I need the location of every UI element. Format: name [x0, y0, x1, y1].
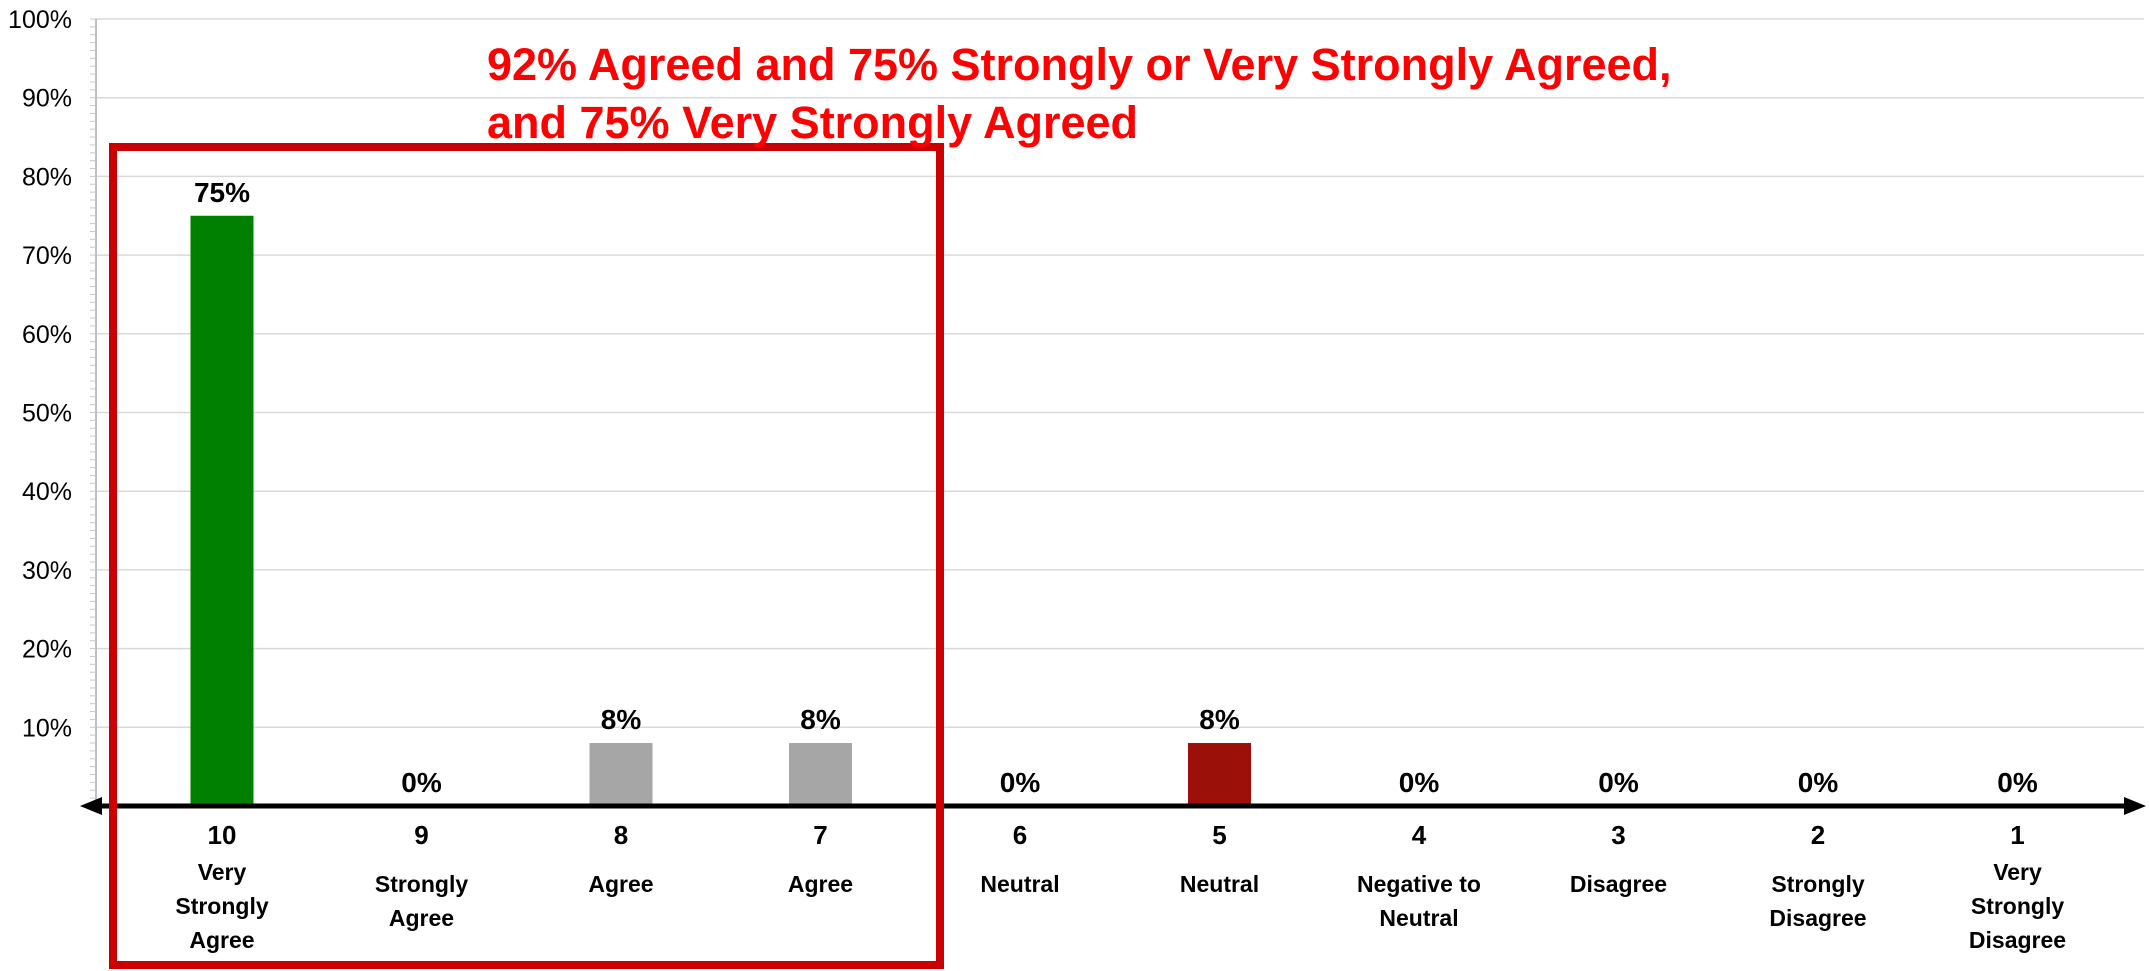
bar-7: [789, 743, 852, 806]
x-axis-arrow-left: [80, 797, 102, 815]
x-category-number-5: 5: [1212, 820, 1226, 850]
x-category-number-10: 10: [208, 820, 237, 850]
x-category-label-3: Disagree: [1570, 871, 1667, 897]
y-tick-label: 60%: [22, 321, 72, 349]
x-category-label-6: Neutral: [980, 871, 1059, 897]
bar-10: [190, 215, 254, 806]
bar-8: [589, 743, 653, 806]
x-category-label-1: Strongly: [1971, 893, 2064, 919]
x-category-number-7: 7: [813, 820, 827, 850]
bars: [190, 215, 1251, 806]
y-tick-label: 30%: [22, 557, 72, 585]
x-category-label-10: Very: [198, 859, 247, 885]
y-tick-label: 100%: [8, 6, 72, 34]
x-axis: [80, 797, 2146, 815]
data-label-9: 0%: [401, 767, 442, 798]
y-tick-label: 50%: [22, 400, 72, 428]
x-category-label-4: Negative to: [1357, 871, 1481, 897]
x-category-label-9: Agree: [389, 905, 454, 931]
gridlines: [96, 18, 2144, 729]
data-label-2: 0%: [1798, 767, 1839, 798]
bar-5: [1188, 743, 1251, 806]
data-label-6: 0%: [1000, 767, 1041, 798]
x-category-number-3: 3: [1611, 820, 1625, 850]
y-axis: 10% 20% 30% 40% 50% 60% 70% 80% 90% 100%: [8, 6, 97, 806]
data-label-3: 0%: [1598, 767, 1639, 798]
data-labels: 75% 0% 8% 8% 0% 8% 0% 0% 0% 0%: [194, 177, 2038, 798]
data-label-1: 0%: [1997, 767, 2038, 798]
x-category-label-2: Strongly: [1771, 871, 1864, 897]
headline-line-1: 92% Agreed and 75% Strongly or Very Stro…: [487, 39, 1672, 90]
y-tick-label: 10%: [22, 714, 72, 742]
x-category-label-8: Agree: [588, 871, 653, 897]
x-category-label-1: Very: [1993, 859, 2042, 885]
x-category-label-7: Agree: [788, 871, 853, 897]
x-category-number-1: 1: [2010, 820, 2024, 850]
x-category-number-6: 6: [1013, 820, 1027, 850]
x-category-label-10: Agree: [189, 927, 254, 953]
y-tick-label: 90%: [22, 85, 72, 113]
y-tick-label: 20%: [22, 636, 72, 664]
x-axis-labels: 10 Very Strongly Agree 9 Strongly Agree 8 Agree 7…: [175, 820, 2066, 953]
x-axis-arrow-right: [2124, 797, 2146, 815]
headline-line-2: and 75% Very Strongly Agreed: [487, 97, 1139, 148]
headline-annotation: 92% Agreed and 75% Strongly or Very Stro…: [487, 36, 1672, 152]
x-category-label-9: Strongly: [375, 871, 468, 897]
y-tick-label: 40%: [22, 478, 72, 506]
x-category-number-4: 4: [1412, 820, 1427, 850]
x-category-label-10: Strongly: [175, 893, 268, 919]
x-category-number-2: 2: [1811, 820, 1825, 850]
x-category-label-1: Disagree: [1969, 927, 2066, 953]
data-label-7: 8%: [800, 704, 841, 735]
agree-highlight-box: [109, 143, 944, 969]
data-label-8: 8%: [601, 704, 642, 735]
x-category-number-9: 9: [414, 820, 428, 850]
data-label-4: 0%: [1399, 767, 1440, 798]
data-label-5: 8%: [1199, 704, 1240, 735]
x-category-label-4: Neutral: [1379, 905, 1458, 931]
y-tick-label: 80%: [22, 163, 72, 191]
x-category-label-5: Neutral: [1180, 871, 1259, 897]
y-tick-label: 70%: [22, 242, 72, 270]
data-label-10: 75%: [194, 177, 250, 208]
x-category-number-8: 8: [614, 820, 628, 850]
x-category-label-2: Disagree: [1769, 905, 1866, 931]
